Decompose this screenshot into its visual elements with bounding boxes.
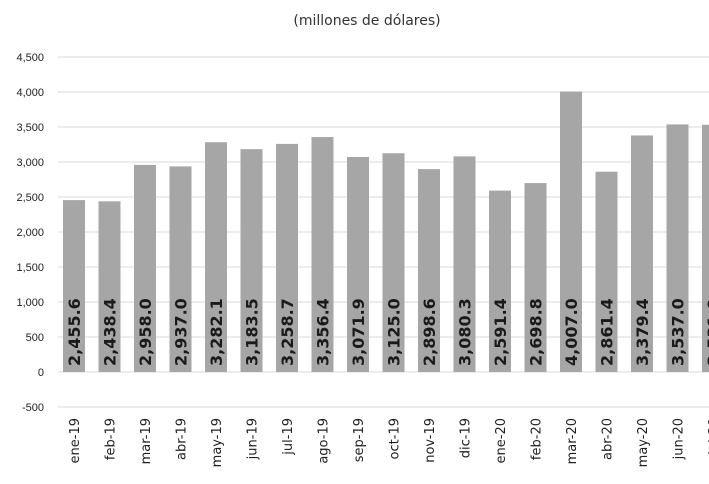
y-tick-label: 1,500 [16, 262, 44, 274]
data-label: 2,898.6 [420, 298, 439, 366]
x-tick-label: dic-19 [459, 418, 474, 458]
bar [382, 153, 405, 372]
y-tick-label: 4,500 [16, 52, 44, 64]
bar [595, 171, 618, 372]
bar [205, 142, 227, 372]
data-label: 2,958.0 [136, 298, 155, 366]
x-tick-label: jun-19 [246, 418, 261, 460]
data-labels: 2,455.6 2,438.4 2,958.0 2,937.0 3,282.1 3,183… [65, 298, 709, 366]
x-tick-label: may-19 [210, 418, 225, 467]
x-tick-label: ene-20 [494, 418, 509, 463]
x-tick-label: nov-19 [423, 418, 438, 463]
y-tick-label: 2,000 [16, 227, 44, 239]
data-label: 3,531.9 [704, 298, 709, 366]
bar [169, 166, 192, 372]
y-tick-label: 3,000 [16, 157, 44, 169]
y-axis-tick-labels: -500 0 500 1,000 1,500 2,000 2,500 3,000 3,500 4,… [16, 52, 44, 414]
data-label: 3,125.0 [385, 298, 404, 366]
x-tick-label: jul-19 [281, 418, 296, 456]
bars [63, 91, 709, 372]
data-label: 2,455.6 [65, 298, 84, 366]
bar [418, 169, 440, 372]
x-tick-label: oct-19 [388, 418, 403, 459]
data-label: 2,591.4 [491, 298, 510, 366]
y-tick-label: 4,000 [16, 87, 44, 99]
y-tick-label: -500 [22, 402, 44, 414]
data-label: 4,007.0 [562, 298, 581, 366]
data-label: 3,356.4 [314, 298, 333, 366]
data-label: 2,861.4 [598, 298, 617, 366]
x-tick-label: jun-20 [672, 418, 687, 460]
x-tick-label: jul-20 [707, 418, 709, 456]
x-tick-label: ago-19 [317, 418, 332, 464]
data-label: 3,537.0 [669, 298, 688, 366]
bar [524, 183, 547, 372]
bar [63, 200, 85, 372]
x-axis-tick-labels: ene-19 feb-19 mar-19 abr-19 may-19 jun-19 jul-… [68, 418, 709, 467]
bar [489, 190, 511, 372]
x-tick-label: may-20 [636, 418, 651, 467]
data-label: 3,282.1 [207, 298, 226, 366]
bar [631, 135, 653, 372]
y-tick-label: 500 [26, 332, 44, 344]
data-label: 3,183.5 [243, 298, 262, 366]
y-tick-label: 0 [38, 367, 44, 379]
data-label: 3,379.4 [633, 298, 652, 366]
y-tick-label: 2,500 [16, 192, 44, 204]
bar [702, 124, 709, 372]
bar [276, 143, 298, 372]
x-tick-label: ene-19 [68, 418, 83, 463]
data-label: 2,937.0 [172, 298, 191, 366]
bar [347, 156, 369, 372]
bar [453, 156, 476, 372]
y-tick-label: 1,000 [16, 297, 44, 309]
data-label: 3,080.3 [456, 298, 475, 366]
x-tick-label: abr-20 [601, 418, 616, 460]
chart-subtitle: (millones de dólares) [293, 13, 440, 29]
bar [666, 124, 689, 372]
data-label: 2,438.4 [101, 298, 120, 366]
data-label: 2,698.8 [527, 298, 546, 366]
x-tick-label: sep-19 [352, 418, 367, 462]
data-label: 3,258.7 [278, 298, 297, 366]
x-tick-label: feb-20 [530, 418, 545, 460]
bar [560, 91, 582, 372]
x-tick-label: feb-19 [104, 418, 119, 460]
y-tick-label: 3,500 [16, 122, 44, 134]
bar [134, 164, 156, 372]
bar [240, 149, 263, 372]
x-tick-label: abr-19 [175, 418, 190, 460]
data-label: 3,071.9 [349, 298, 368, 366]
bar [311, 137, 334, 372]
bar [98, 201, 121, 372]
x-tick-label: mar-20 [565, 418, 580, 464]
x-tick-label: mar-19 [139, 418, 154, 464]
